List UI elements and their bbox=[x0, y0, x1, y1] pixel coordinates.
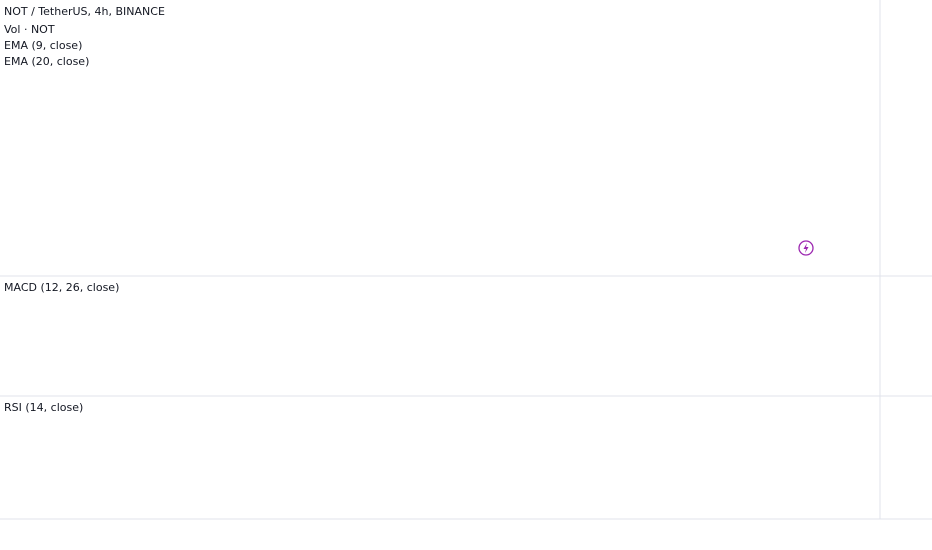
rsi-legend: RSI (14, close) bbox=[4, 401, 83, 414]
ema-legend: EMA (9, close) bbox=[4, 39, 82, 52]
volume-legend: Vol · NOT bbox=[4, 23, 55, 36]
macd-legend: MACD (12, 26, close) bbox=[4, 281, 119, 294]
alert-icon[interactable] bbox=[798, 240, 814, 256]
ema-legend: EMA (20, close) bbox=[4, 55, 89, 68]
symbol-title: NOT / TetherUS, 4h, BINANCE bbox=[4, 5, 165, 18]
